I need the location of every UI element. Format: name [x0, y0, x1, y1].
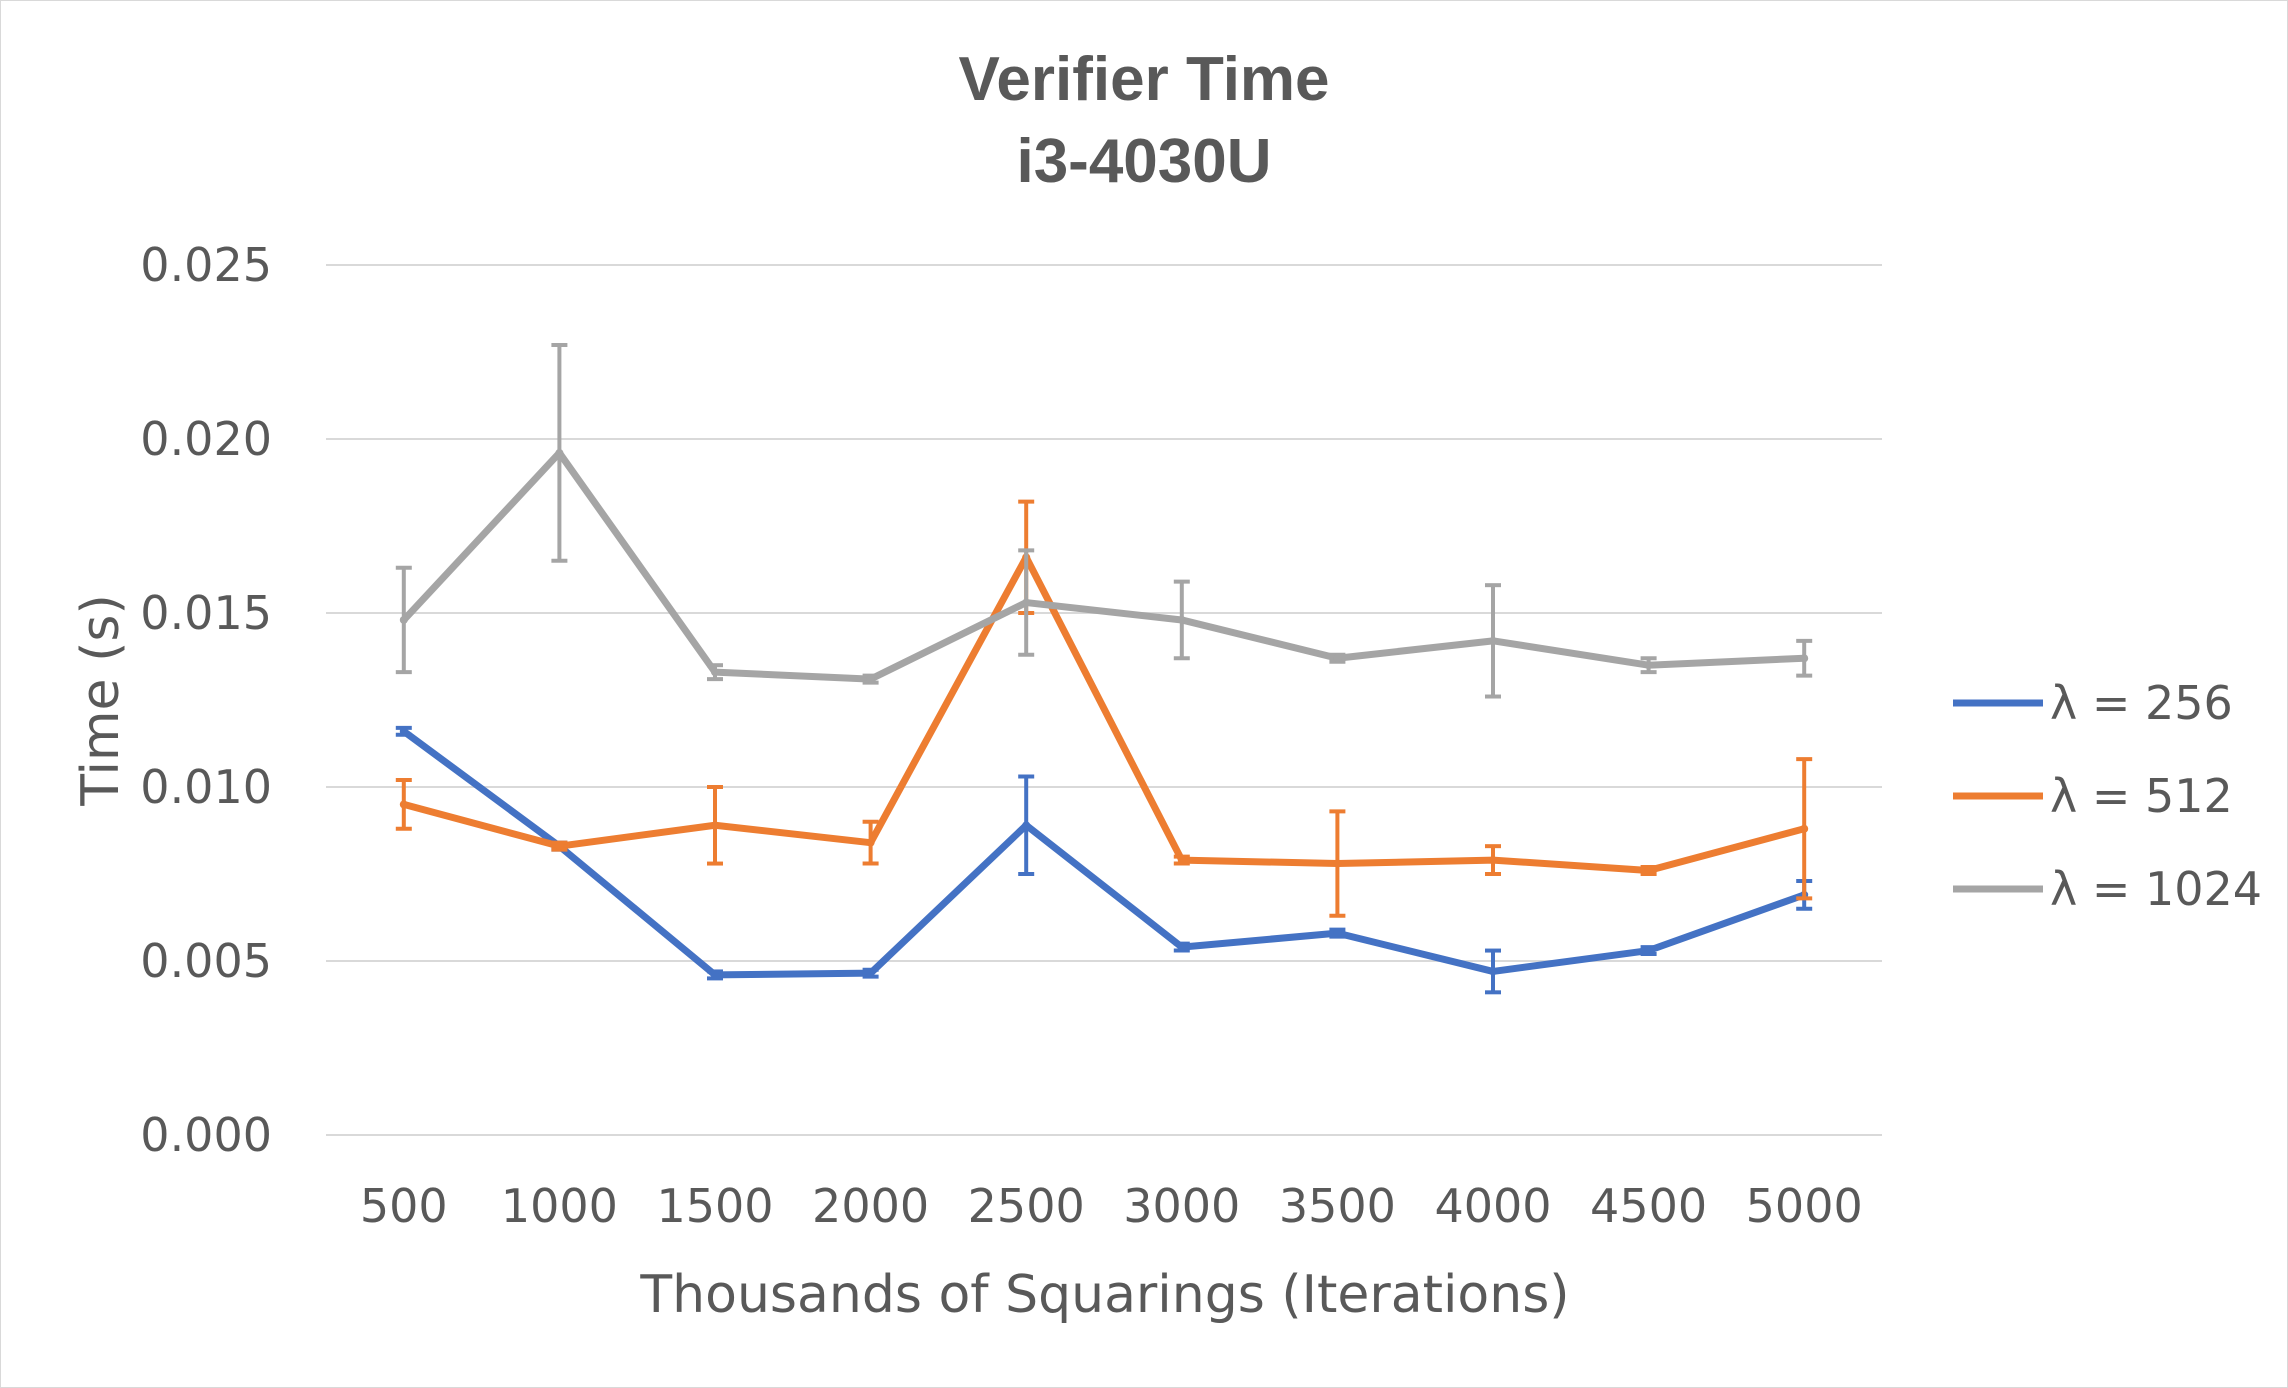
data-point — [1489, 856, 1497, 865]
x-tick-label: 1000 — [501, 1179, 618, 1233]
legend-label: λ = 512 — [2050, 769, 2233, 823]
series-line — [400, 449, 1808, 683]
series-line — [400, 727, 1808, 979]
data-point — [555, 842, 564, 851]
data-point — [1644, 946, 1653, 955]
legend-item: λ = 512 — [1953, 769, 2233, 823]
data-point — [1800, 824, 1809, 833]
x-tick-label: 4000 — [1434, 1179, 1551, 1233]
series-2 — [395, 499, 1813, 918]
legend-item: λ = 1024 — [1953, 862, 2262, 916]
data-point — [1489, 636, 1497, 645]
data-point — [711, 668, 719, 677]
data-point — [1022, 598, 1031, 607]
legend-label: λ = 1024 — [2050, 862, 2262, 916]
chart-title: Verifier Time — [958, 45, 1329, 114]
data-point — [1644, 661, 1653, 670]
x-tick-label: 500 — [360, 1179, 448, 1233]
data-point — [1177, 615, 1186, 624]
legend-label: λ = 256 — [2050, 676, 2233, 730]
x-tick-label: 3500 — [1279, 1179, 1396, 1233]
y-tick-label: 0.005 — [140, 934, 272, 988]
data-point — [1333, 654, 1342, 663]
data-point — [1022, 821, 1031, 830]
series-1 — [395, 725, 1813, 995]
data-point — [711, 821, 719, 830]
x-tick-label: 4500 — [1590, 1179, 1707, 1233]
x-tick-label: 1500 — [656, 1179, 773, 1233]
y-tick-label: 0.000 — [140, 1108, 272, 1162]
data-point — [866, 675, 875, 684]
data-point — [711, 970, 719, 979]
y-tick-label: 0.025 — [140, 238, 272, 292]
y-tick-label: 0.015 — [140, 586, 272, 640]
data-point — [1800, 654, 1809, 663]
y-tick-label: 0.010 — [140, 760, 272, 814]
x-axis-ticks: 500 1000 1500 2000 2500 3000 3500 4000 4500 5000 — [360, 1179, 1863, 1233]
legend: λ = 256 λ = 512 λ = 1024 — [1953, 676, 2262, 916]
data-point — [866, 969, 875, 978]
gridlines — [326, 264, 1882, 1136]
series-3 — [395, 343, 1813, 699]
legend-item: λ = 256 — [1953, 676, 2233, 730]
data-point — [1489, 967, 1497, 976]
series-line — [400, 553, 1808, 875]
y-axis-ticks: 0.000 0.005 0.010 0.015 0.020 0.025 — [140, 238, 272, 1162]
data-point — [399, 727, 408, 736]
y-axis-title: Time (s) — [71, 594, 131, 806]
x-tick-label: 3000 — [1123, 1179, 1240, 1233]
data-point — [1644, 866, 1653, 875]
series-layer — [395, 343, 1813, 995]
x-tick-label: 2000 — [812, 1179, 929, 1233]
x-tick-label: 5000 — [1746, 1179, 1863, 1233]
data-point — [1177, 943, 1186, 952]
x-axis-title: Thousands of Squarings (Iterations) — [639, 1265, 1569, 1325]
data-point — [1333, 859, 1342, 868]
data-point — [1333, 929, 1342, 938]
chart-subtitle: i3-4030U — [1016, 127, 1271, 196]
data-point — [1177, 856, 1186, 865]
data-point — [399, 615, 408, 624]
data-point — [555, 448, 564, 457]
data-point — [399, 800, 408, 809]
x-tick-label: 2500 — [968, 1179, 1085, 1233]
y-tick-label: 0.020 — [140, 412, 272, 466]
data-point — [866, 838, 875, 847]
